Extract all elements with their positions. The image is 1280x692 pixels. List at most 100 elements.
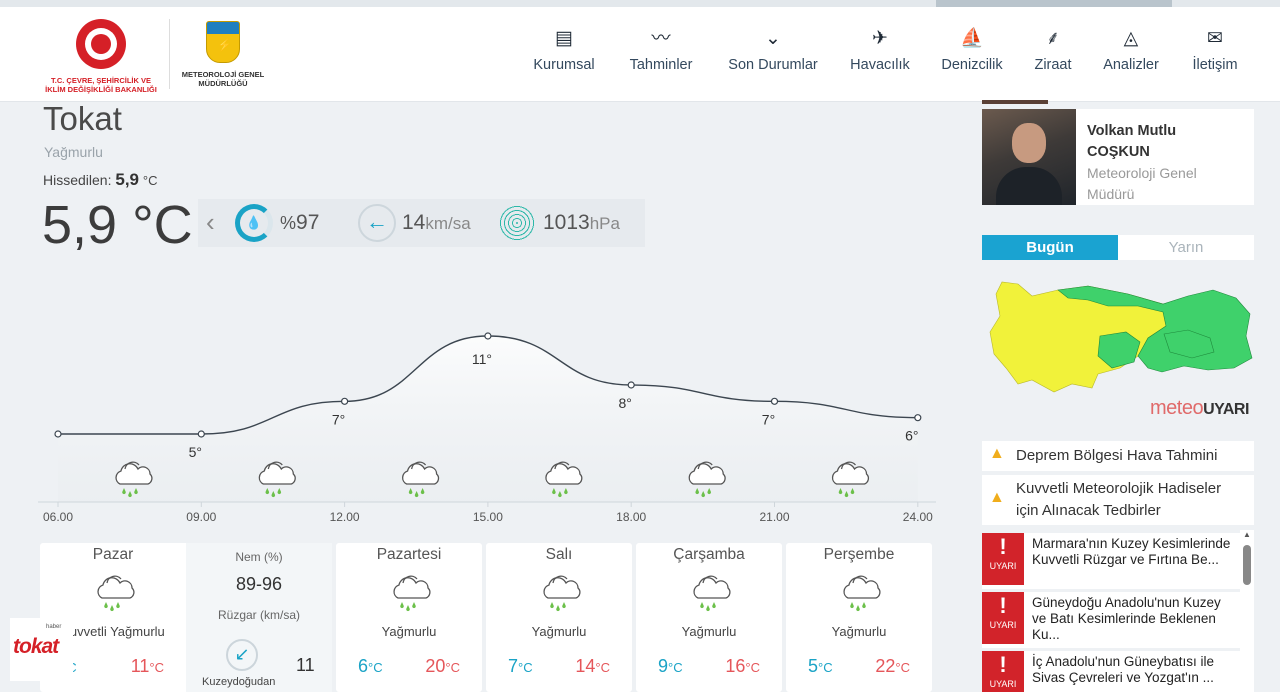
day-card-pazartesi[interactable]: Pazartesi Yağmurlu 6°C 20°C <box>336 543 482 692</box>
badge-label: UYARI <box>989 679 1017 689</box>
warning-item[interactable]: ! UYARI İç Anadolu'nun Güneybatısı ile Si… <box>982 651 1240 692</box>
nav-havacilik[interactable]: ✈ Havacılık <box>850 25 910 73</box>
data-point <box>914 414 922 422</box>
top-tab[interactable] <box>936 0 1172 7</box>
meteouyari-a: meteo <box>1150 397 1204 419</box>
hourly-temperature-chart: 06.00 5° 09.00 7° 12.00 11° 15.00 8° 18.00 7° 21.0… <box>38 332 936 524</box>
low-value: 5 <box>808 656 819 676</box>
logo-divider <box>169 19 170 89</box>
feels-label: Hissedilen: <box>43 172 112 188</box>
ministry-seal-icon <box>76 19 126 69</box>
nav-label: Ziraat <box>1034 57 1072 73</box>
low-unit: °C <box>518 660 533 675</box>
nav-tahminler[interactable]: 〰 Tahminler <box>630 25 693 73</box>
humidity: %97 <box>280 211 319 235</box>
tokat-haber-logo: haber tokat <box>10 618 73 681</box>
data-point <box>54 430 62 438</box>
data-label: 7° <box>762 411 775 427</box>
data-point <box>341 397 349 405</box>
wheat-icon: ⸙ <box>1045 28 1061 49</box>
nav-ziraat[interactable]: ⸙ Ziraat <box>1034 25 1071 73</box>
meteouyari-logo[interactable]: meteoUYARI <box>1150 397 1249 420</box>
high-unit: °C <box>149 660 164 675</box>
day-card-pazar[interactable]: Pazar Kuvvetli Yağmurlu °C 11°C Nem (%) … <box>40 543 332 692</box>
wind: 14km/sa <box>402 211 471 235</box>
rain-cloud-icon <box>40 572 186 612</box>
watermark-small: haber <box>46 624 62 630</box>
mgm-logo[interactable]: METEOROLOJİ GENEL MÜDÜRLÜĞÜ <box>180 21 266 88</box>
exclamation-icon: ! <box>999 652 1007 677</box>
warning-text: Güneydoğu Anadolu'nun Kuzey ve Batı Kesi… <box>1032 595 1221 642</box>
high-value: 20 <box>425 656 446 676</box>
day-condition: Yağmurlu <box>831 624 887 639</box>
humidity-label: Nem (%) <box>235 550 283 564</box>
x-tick-label: 12.00 <box>330 510 360 524</box>
tab-today[interactable]: Bugün <box>982 235 1118 260</box>
watermark-big: tokat <box>13 635 59 658</box>
day-high: 20°C <box>425 656 460 677</box>
day-condition: Yağmurlu <box>531 624 587 639</box>
city-name: Tokat <box>43 100 122 137</box>
high-value: 14 <box>575 656 596 676</box>
x-tick-label: 15.00 <box>473 510 503 524</box>
nav-iletisim[interactable]: ✉ İletişim <box>1192 25 1237 73</box>
link-deprem[interactable]: ▲ Deprem Bölgesi Hava Tahmini <box>982 441 1254 471</box>
feels-unit: °C <box>142 173 158 188</box>
wind-speed: 11 <box>296 655 315 675</box>
low-unit: °C <box>368 660 383 675</box>
scroll-thumb[interactable] <box>1243 545 1251 585</box>
director-card[interactable]: Volkan Mutlu COŞKUN Meteoroloji Genel Mü… <box>982 109 1254 205</box>
low-unit: °C <box>668 660 683 675</box>
nav-label: İletişim <box>1192 57 1238 73</box>
x-tick-label: 18.00 <box>616 510 646 524</box>
day-card-carsamba[interactable]: Çarşamba Yağmurlu 9°C 16°C <box>636 543 782 692</box>
day-condition: Yağmurlu <box>681 624 737 639</box>
data-label: 5° <box>189 444 202 460</box>
mgm-logo-text: METEOROLOJİ GENEL MÜDÜRLÜĞÜ <box>181 70 265 88</box>
map-region-green-south <box>1163 329 1215 359</box>
day-high: 16°C <box>725 656 760 677</box>
nav-denizcilik[interactable]: ⛵ Denizcilik <box>941 25 1002 73</box>
wind-value: 14 <box>402 211 426 234</box>
x-tick-label: 24.00 <box>903 510 933 524</box>
wind-direction: Kuzeydoğudan <box>202 676 276 688</box>
data-label: 6° <box>905 428 918 444</box>
nav-label: Kurumsal <box>533 57 595 73</box>
day-low: 6°C <box>358 656 383 677</box>
high-unit: °C <box>745 660 760 675</box>
airplane-icon: ✈ <box>872 28 888 49</box>
warning-item[interactable]: ! UYARI Marmara'nın Kuzey Kesimlerinde Ku… <box>982 533 1240 589</box>
warning-badge: ! UYARI <box>982 533 1024 585</box>
high-value: 22 <box>875 656 896 676</box>
day-high: 14°C <box>575 656 610 677</box>
tab-tomorrow[interactable]: Yarın <box>1168 239 1204 256</box>
link-tedbirler[interactable]: ▲ Kuvvetli Meteorolojik Hadiseler için A… <box>982 475 1254 525</box>
nav-label: Havacılık <box>850 57 910 73</box>
humidity-drop-icon: 💧 <box>235 204 273 242</box>
warning-text: Marmara'nın Kuzey Kesimlerinde Kuvvetli … <box>1032 536 1231 567</box>
nav-son-durumlar[interactable]: ⌄ Son Durumlar <box>728 25 817 73</box>
data-label: 8° <box>619 395 632 411</box>
rain-cloud-icon <box>543 575 581 612</box>
high-value: 16 <box>725 656 746 676</box>
feels-value: 5,9 <box>115 170 140 189</box>
warning-item[interactable]: ! UYARI Güneydoğu Anadolu'nun Kuzey ve Ba… <box>982 592 1240 648</box>
turkey-warning-map[interactable] <box>988 276 1253 396</box>
current-condition: Yağmurlu <box>44 144 103 160</box>
nav-kurumsal[interactable]: ▤ Kurumsal <box>533 25 594 73</box>
chart-icon: 〰 <box>651 28 671 49</box>
data-point <box>627 381 635 389</box>
data-point <box>484 332 492 340</box>
chevron-left-icon[interactable]: ‹ <box>206 207 215 237</box>
low-value: 7 <box>508 656 519 676</box>
day-low: 5°C <box>808 656 833 677</box>
warning-scrollbar[interactable]: ▲ <box>1240 530 1254 692</box>
ministry-logo[interactable]: T.C. ÇEVRE, ŞEHİRCİLİK VE İKLİM DEĞİŞİKL… <box>40 19 162 94</box>
data-label: 7° <box>332 411 345 427</box>
day-card-sali[interactable]: Salı Yağmurlu 7°C 14°C <box>486 543 632 692</box>
nav-analizler[interactable]: ◬ Analizler <box>1103 25 1159 73</box>
day-card-persembe[interactable]: Perşembe Yağmurlu 5°C 22°C <box>786 543 932 692</box>
current-temperature: 5,9 °C <box>42 195 193 255</box>
rain-cloud-icon <box>393 575 431 612</box>
scroll-up-icon[interactable]: ▲ <box>1243 530 1251 539</box>
